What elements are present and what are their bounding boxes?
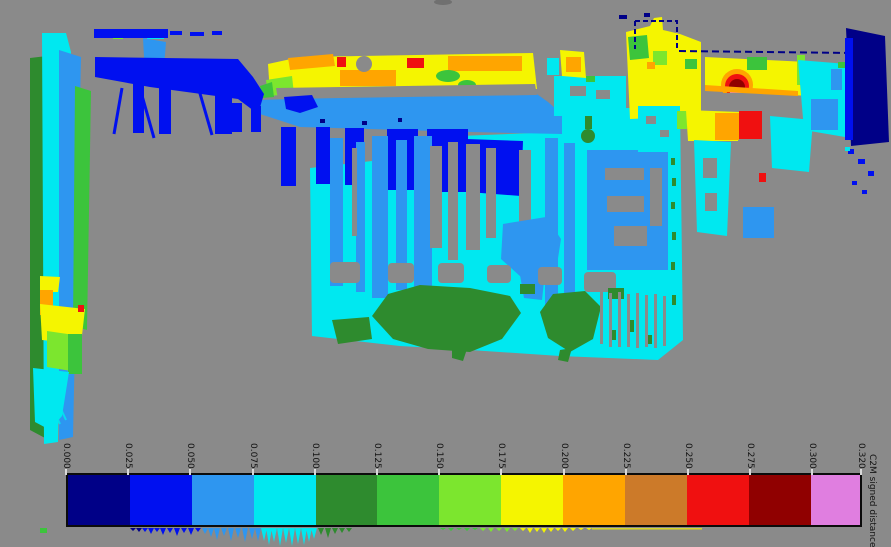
colorbar-tick-label: 0.100 <box>310 443 320 469</box>
window-gap <box>607 196 644 212</box>
colorbar-tick-label: 0.200 <box>559 443 569 469</box>
colorbar-tick-label: 0.000 <box>61 443 71 469</box>
roof-hole <box>356 56 372 72</box>
hot-spot <box>337 57 346 67</box>
right-edge-wall <box>798 28 889 194</box>
colorbar-tick <box>252 469 254 475</box>
colorbar-tick <box>189 469 191 475</box>
colorbar-tick-label: 0.125 <box>372 443 382 469</box>
colorbar-band <box>68 475 130 525</box>
colorbar-band <box>253 475 316 525</box>
misc-specks <box>40 0 452 533</box>
colorbar-tick <box>860 469 862 475</box>
colorbar-tick <box>65 469 67 475</box>
eave-shadow <box>276 84 537 99</box>
colorbar-bands <box>68 475 860 525</box>
window-gap <box>605 168 644 180</box>
colorbar-band <box>191 475 254 525</box>
colorbar-tick-label: 0.025 <box>123 443 133 469</box>
colorbar-tick <box>811 469 813 475</box>
scatter-dots <box>848 149 874 194</box>
colorbar-tick <box>687 469 689 475</box>
left-roof <box>260 53 537 99</box>
colorbar-tick-label: 0.320 <box>856 443 866 469</box>
distance-histogram <box>130 528 702 546</box>
window-gap <box>614 226 647 246</box>
window-gap <box>352 148 357 236</box>
canopy-frame <box>94 29 264 139</box>
colorbar-band <box>686 475 749 525</box>
colorbar-tick-label: 0.175 <box>496 443 506 469</box>
colorbar-tick-label: 0.300 <box>807 443 817 469</box>
colorbar-tick-label: 0.150 <box>434 443 444 469</box>
colorbar-band <box>129 475 192 525</box>
colorbar-tick-label: 0.050 <box>185 443 195 469</box>
window-gap <box>650 168 662 226</box>
window-gap <box>519 150 531 227</box>
colorbar-tick <box>625 469 627 475</box>
colorbar-tick <box>749 469 751 475</box>
colorbar-tick <box>127 469 129 475</box>
window-gap <box>466 144 480 250</box>
colorbar-tick <box>563 469 565 475</box>
edge-speckles <box>671 158 676 305</box>
scalar-field-title: C2M signed distances <box>867 454 877 547</box>
colorbar-tick-label: 0.225 <box>621 443 631 469</box>
colorbar-band <box>624 475 687 525</box>
colorbar-tick <box>438 469 440 475</box>
colorbar-band <box>501 475 563 525</box>
window-gap <box>448 142 458 260</box>
vegetation-blob <box>372 285 521 352</box>
facade-details <box>330 103 678 362</box>
wireframe-line <box>678 50 853 54</box>
colorbar-band <box>563 475 625 525</box>
colorbar-band <box>439 475 502 525</box>
colorbar-tick-label: 0.275 <box>745 443 755 469</box>
window-gap <box>430 146 442 248</box>
wireframe-box <box>634 20 678 50</box>
loggia-band <box>258 92 562 134</box>
colorbar-band <box>377 475 440 525</box>
colorbar-tick <box>314 469 316 475</box>
loggia-details <box>284 95 402 125</box>
colorbar-band <box>748 475 811 525</box>
right-wing <box>547 13 853 238</box>
keyhole-mark <box>581 129 595 143</box>
hot-spot <box>407 58 424 68</box>
colorbar-tick-label: 0.250 <box>683 443 693 469</box>
vegetation-blob <box>540 291 601 352</box>
colorbar-band <box>810 475 860 525</box>
left-wall <box>30 29 164 444</box>
hot-spot <box>759 173 766 182</box>
colorbar <box>66 473 862 527</box>
arch-row <box>330 262 616 292</box>
colorbar-tick-label: 0.075 <box>248 443 258 469</box>
colorbar-tick <box>500 469 502 475</box>
hot-spot <box>739 111 762 139</box>
hatch-texture <box>600 292 666 348</box>
colorbar-band <box>315 475 378 525</box>
window-gap <box>486 148 496 238</box>
colorbar-tick <box>376 469 378 475</box>
hot-spot <box>78 305 84 312</box>
